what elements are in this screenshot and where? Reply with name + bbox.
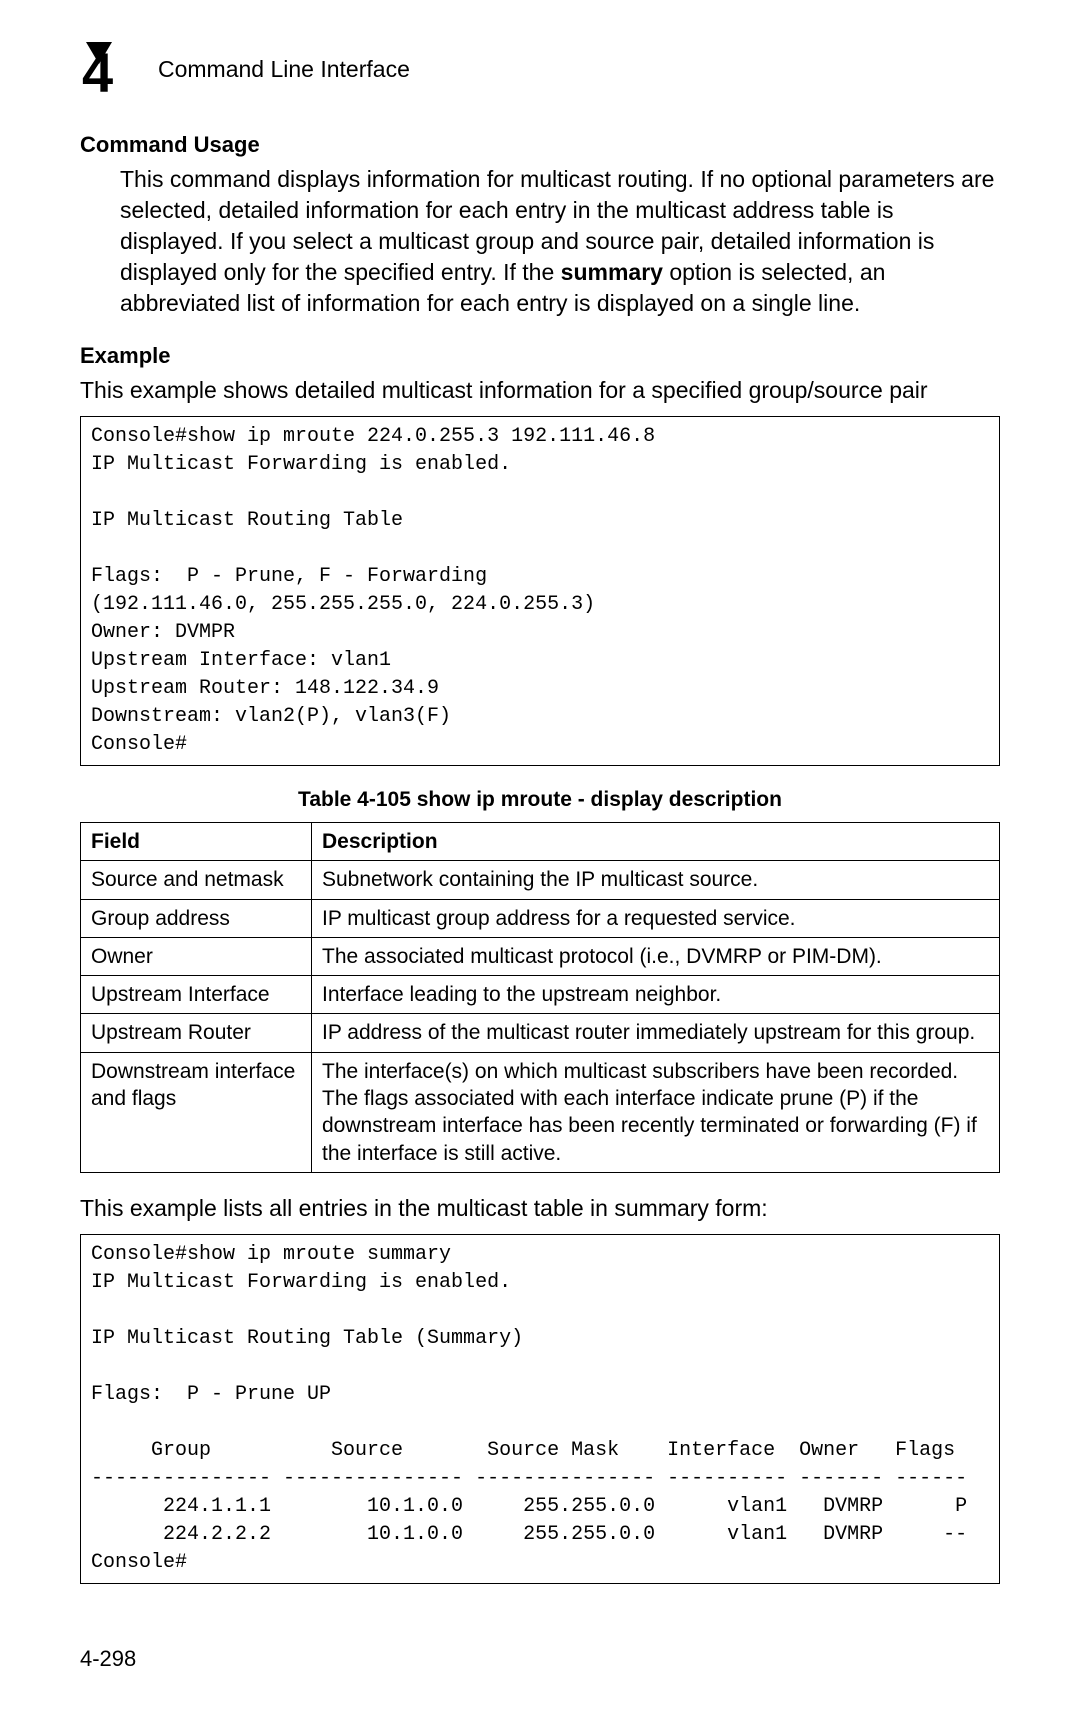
page-header: 4 Command Line Interface [80, 40, 1000, 100]
table-row: Downstream interface and flags The inter… [81, 1052, 1000, 1172]
table-cell-desc: IP multicast group address for a request… [312, 899, 1000, 937]
table-cell-desc: IP address of the multicast router immed… [312, 1014, 1000, 1052]
table-header-description: Description [312, 823, 1000, 861]
table-row: Upstream Router IP address of the multic… [81, 1014, 1000, 1052]
table-cell-field: Upstream Router [81, 1014, 312, 1052]
description-table: Field Description Source and netmask Sub… [80, 822, 1000, 1173]
command-usage-bold: summary [561, 259, 663, 285]
example-intro-1: This example shows detailed multicast in… [80, 375, 1000, 406]
example-heading: Example [80, 341, 1000, 371]
page-header-title: Command Line Interface [158, 54, 410, 85]
table-row: Group address IP multicast group address… [81, 899, 1000, 937]
table-cell-field: Source and netmask [81, 861, 312, 899]
table-cell-field: Owner [81, 937, 312, 975]
command-usage-text: This command displays information for mu… [120, 164, 1000, 319]
chapter-number: 4 [82, 45, 111, 101]
table-row: Upstream Interface Interface leading to … [81, 976, 1000, 1014]
page: 4 Command Line Interface Command Usage T… [0, 0, 1080, 1714]
table-cell-desc: Subnetwork containing the IP multicast s… [312, 861, 1000, 899]
page-number: 4-298 [80, 1644, 1000, 1674]
table-cell-desc: The associated multicast protocol (i.e.,… [312, 937, 1000, 975]
table-row: Owner The associated multicast protocol … [81, 937, 1000, 975]
chapter-icon: 4 [80, 40, 140, 100]
table-cell-field: Downstream interface and flags [81, 1052, 312, 1172]
table-cell-field: Group address [81, 899, 312, 937]
console-output-1: Console#show ip mroute 224.0.255.3 192.1… [80, 416, 1000, 766]
table-row: Source and netmask Subnetwork containing… [81, 861, 1000, 899]
command-usage-heading: Command Usage [80, 130, 1000, 160]
table-caption: Table 4-105 show ip mroute - display des… [80, 786, 1000, 814]
table-cell-desc: The interface(s) on which multicast subs… [312, 1052, 1000, 1172]
table-cell-desc: Interface leading to the upstream neighb… [312, 976, 1000, 1014]
table-cell-field: Upstream Interface [81, 976, 312, 1014]
table-header-field: Field [81, 823, 312, 861]
example-intro-2: This example lists all entries in the mu… [80, 1193, 1000, 1224]
console-output-2: Console#show ip mroute summary IP Multic… [80, 1234, 1000, 1584]
table-header-row: Field Description [81, 823, 1000, 861]
